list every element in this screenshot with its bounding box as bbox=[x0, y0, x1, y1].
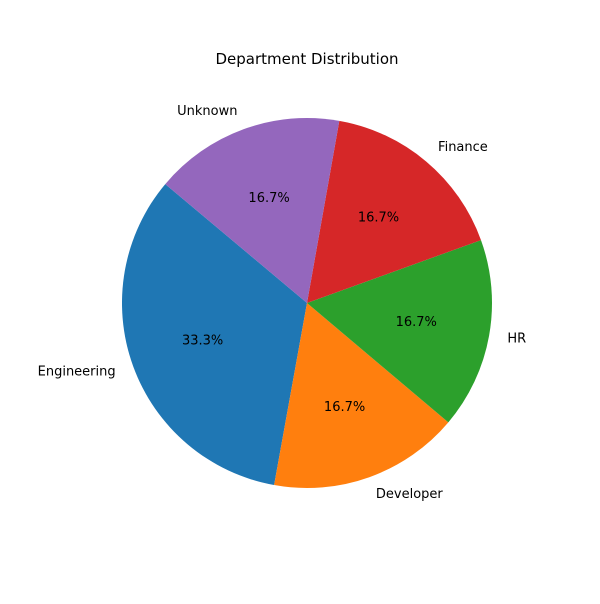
slice-label-unknown: Unknown bbox=[177, 104, 237, 119]
chart-title: Department Distribution bbox=[215, 50, 398, 68]
pie-labels: Engineering 33.3% Developer 16.7% HR 16.7% Fin… bbox=[38, 104, 527, 502]
slice-percent-hr: 16.7% bbox=[396, 315, 437, 330]
slice-label-finance: Finance bbox=[438, 140, 488, 155]
pie-slice-developer bbox=[274, 303, 449, 488]
slice-percent-engineering: 33.3% bbox=[182, 333, 223, 348]
pie-slice-finance bbox=[307, 120, 481, 303]
pie-slice-engineering bbox=[121, 184, 308, 486]
slice-label-developer: Developer bbox=[376, 487, 444, 502]
slice-label-hr: HR bbox=[507, 331, 526, 346]
pie-slice-hr bbox=[307, 240, 493, 423]
slice-percent-unknown: 16.7% bbox=[248, 191, 289, 206]
slice-percent-developer: 16.7% bbox=[324, 400, 365, 415]
pie-slices bbox=[121, 117, 493, 488]
pie-slice-unknown bbox=[165, 117, 340, 303]
slice-label-engineering: Engineering bbox=[38, 365, 116, 380]
slice-percent-finance: 16.7% bbox=[358, 211, 399, 226]
